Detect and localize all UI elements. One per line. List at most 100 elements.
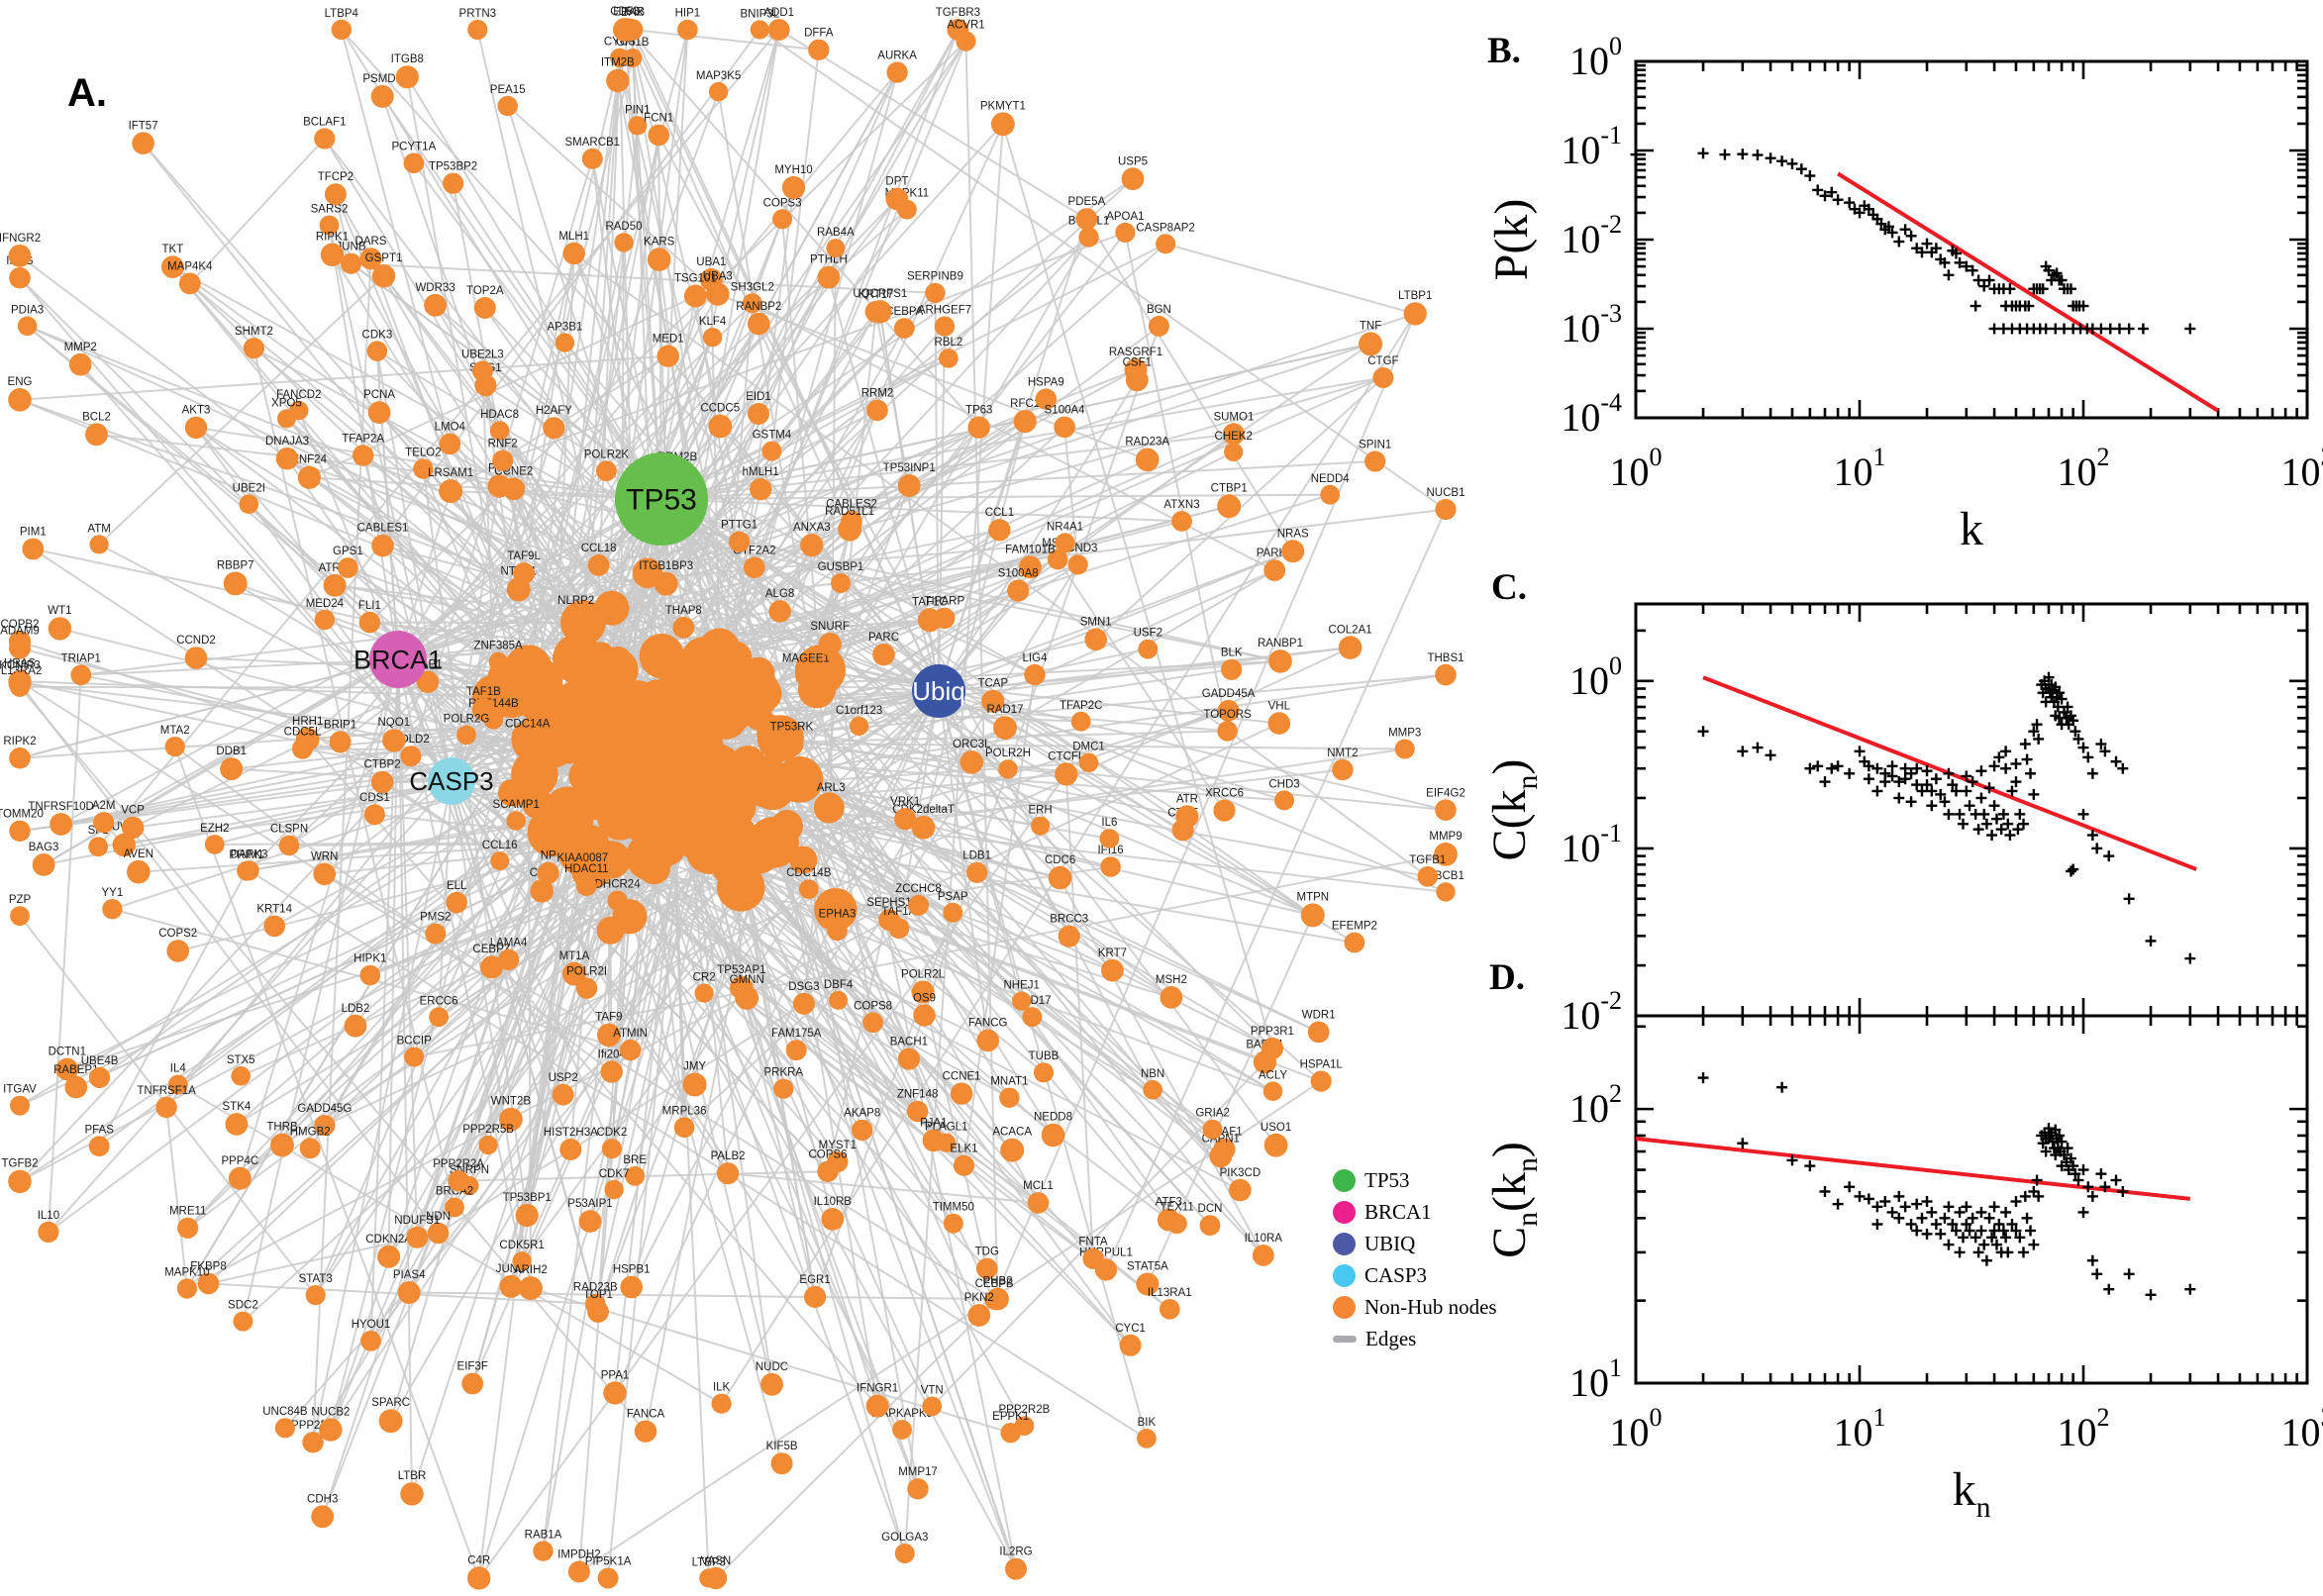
non-hub-node	[789, 846, 818, 874]
gene-label: EGR1	[799, 1274, 830, 1286]
gene-label: PIN1	[625, 104, 651, 116]
non-hub-node	[370, 84, 394, 108]
network-node-RAB4A: RAB4A	[817, 227, 855, 258]
network-edge	[328, 225, 399, 660]
network-edge	[732, 821, 1017, 1570]
gene-label: TUBB	[1029, 1050, 1060, 1062]
non-hub-node	[456, 725, 476, 746]
network-edge	[321, 765, 616, 1518]
non-hub-node	[1160, 1299, 1180, 1320]
network-node-HYOU1: HYOU1	[352, 1319, 390, 1351]
network-node-BAG3: BAG3	[29, 842, 58, 876]
network-edge	[619, 29, 780, 728]
network-node-DPT: DPT	[885, 176, 908, 211]
network-node-MED24: MED24	[306, 598, 345, 631]
panel-c-label: C.	[1491, 567, 1527, 608]
gene-label: RNF2	[488, 439, 518, 450]
network-edge	[660, 498, 1114, 971]
gene-label: TOMM20	[0, 809, 44, 821]
non-hub-node	[313, 862, 337, 886]
gene-label: ITM2B	[601, 57, 635, 69]
network-node-SERPINB9: SERPINB9	[907, 271, 963, 304]
gene-label: BRIP1	[324, 719, 356, 731]
network-node-BCLAF1: BCLAF1	[303, 116, 347, 150]
gene-label: LMO4	[435, 422, 466, 434]
non-hub-node	[1263, 559, 1286, 581]
non-hub-node	[461, 1372, 484, 1395]
gene-label: CDC5L	[284, 727, 322, 739]
network-node-PZP: PZP	[9, 894, 32, 926]
network-edge	[504, 91, 720, 677]
non-hub-node	[467, 1566, 491, 1590]
non-hub-node	[184, 647, 208, 669]
legend-label: UBIQ	[1364, 1232, 1416, 1255]
non-hub-node	[1403, 302, 1427, 326]
network-edge	[98, 275, 385, 546]
non-hub-node	[1281, 540, 1305, 563]
gene-label: HSPA1L	[1300, 1059, 1344, 1071]
gene-label: Ifi204	[598, 1048, 627, 1060]
network-node-TOPORS: TOPORS	[1203, 709, 1252, 742]
gene-label: COPB2	[1, 619, 40, 631]
gene-label: CEBPB	[975, 1278, 1014, 1290]
gene-label: ATR	[1176, 793, 1198, 805]
network-edge	[438, 780, 453, 1018]
network-edge	[171, 265, 940, 692]
gene-label: EIF4B	[613, 7, 645, 19]
non-hub-node	[750, 478, 772, 501]
network-node-OS9: OS9	[913, 992, 936, 1027]
non-hub-node	[565, 607, 586, 627]
network-node-SMARCB1: SMARCB1	[564, 137, 620, 169]
gene-label: TP53INP1	[883, 462, 936, 474]
non-hub-node	[1054, 416, 1075, 439]
non-hub-node	[677, 19, 698, 41]
non-hub-node	[562, 242, 585, 265]
gene-label: TGFBR3	[936, 7, 980, 19]
network-edge	[361, 454, 453, 782]
non-hub-node	[297, 465, 321, 489]
gene-label: KRT7	[1098, 948, 1127, 959]
network-node-SPARC: SPARC	[371, 1397, 410, 1434]
network-edge	[438, 1002, 805, 1235]
gene-label: SARS2	[311, 203, 349, 215]
network-node-P53AIP1: P53AIP1	[567, 1198, 613, 1233]
network-node-MNAT1: MNAT1	[990, 1076, 1028, 1108]
gene-label: IFNGR1	[857, 1383, 898, 1395]
node-dot-icon	[1333, 1201, 1356, 1224]
non-hub-node	[161, 255, 184, 278]
gene-label: RAD23B	[573, 1282, 618, 1294]
gene-label: HRH1	[292, 716, 323, 728]
hub-label: BRCA1	[354, 645, 443, 674]
gene-label: NRAS	[1277, 528, 1309, 540]
non-hub-node	[397, 1281, 421, 1304]
non-hub-node	[359, 964, 381, 986]
network-edge	[688, 29, 960, 744]
gene-label: EFEMP2	[1332, 921, 1377, 933]
gene-label: HIPK1	[354, 953, 386, 965]
network-node-SH3GL2: SH3GL2	[731, 281, 774, 314]
gene-label: H2AFY	[536, 405, 572, 417]
gene-label: SNURF	[810, 621, 850, 633]
non-hub-node	[648, 124, 669, 147]
gene-label: RAB4A	[817, 227, 855, 239]
network-node-POLR2G: POLR2G	[444, 714, 489, 746]
non-hub-node	[1307, 1021, 1330, 1044]
non-hub-node	[320, 243, 345, 266]
gene-label: DNAJA3	[265, 436, 309, 448]
network-node-TAF1A: TAF1A	[881, 906, 917, 940]
network-edge	[922, 421, 1027, 829]
non-hub-node	[263, 915, 286, 938]
non-hub-node	[55, 1057, 79, 1081]
non-hub-node	[176, 1278, 197, 1299]
network-edge	[772, 748, 1405, 844]
network-edge	[389, 769, 771, 1422]
network-edge	[581, 57, 621, 624]
network-node-FANCA: FANCA	[627, 1409, 664, 1443]
gene-label: EZH2	[200, 823, 229, 835]
non-hub-node	[395, 65, 419, 89]
gene-label: USF2	[1134, 628, 1162, 640]
non-hub-node	[865, 1394, 889, 1418]
gene-label: WDR1	[1302, 1010, 1336, 1022]
network-node-ARIH2: ARIH2	[514, 1264, 548, 1301]
gene-label: CCND2	[176, 635, 216, 647]
